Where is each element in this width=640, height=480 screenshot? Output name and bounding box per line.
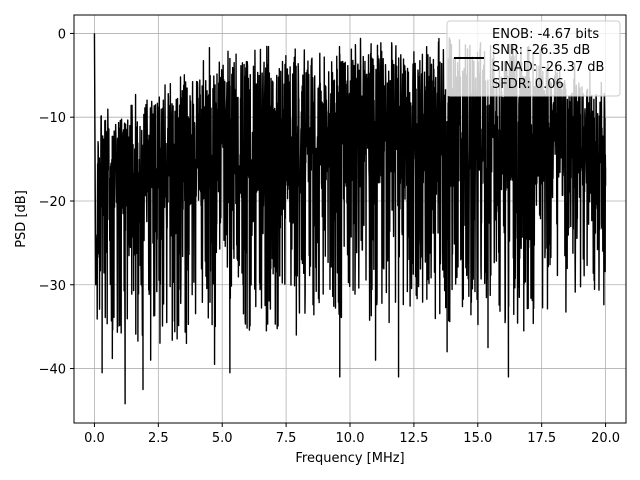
x-tick-label: 0.0 [84, 431, 105, 446]
x-tick-label: 10.0 [336, 431, 365, 446]
x-axis-ticks: 0.0 2.5 5.0 7.5 10.0 12.5 15.0 17.5 20.0 [84, 423, 620, 446]
x-tick-label: 2.5 [148, 431, 169, 446]
legend-enob: ENOB: -4.67 bits [492, 27, 599, 42]
y-axis-ticks: 0 −10 −20 −30 −40 [39, 27, 74, 378]
y-tick-label: 0 [58, 27, 66, 42]
psd-trace [93, 33, 607, 405]
x-tick-label: 12.5 [399, 431, 428, 446]
y-tick-label: −10 [39, 111, 66, 126]
legend-snr: SNR: -26.35 dB [492, 43, 590, 58]
y-tick-label: −40 [39, 363, 66, 378]
legend: ENOB: -4.67 bits SNR: -26.35 dB SINAD: -… [446, 20, 621, 97]
x-tick-label: 20.0 [591, 431, 620, 446]
legend-box [446, 20, 621, 97]
x-tick-label: 5.0 [212, 431, 233, 446]
x-tick-label: 17.5 [527, 431, 556, 446]
x-axis-label: Frequency [MHz] [295, 451, 404, 466]
legend-sinad: SINAD: -26.37 dB [492, 60, 604, 75]
plot-area [93, 33, 607, 405]
legend-sfdr: SFDR: 0.06 [492, 77, 564, 92]
x-tick-label: 7.5 [276, 431, 297, 446]
y-axis-label: PSD [dB] [14, 190, 29, 248]
y-tick-label: −20 [39, 195, 66, 210]
x-tick-label: 15.0 [463, 431, 492, 446]
psd-line [93, 33, 607, 405]
y-tick-label: −30 [39, 279, 66, 294]
